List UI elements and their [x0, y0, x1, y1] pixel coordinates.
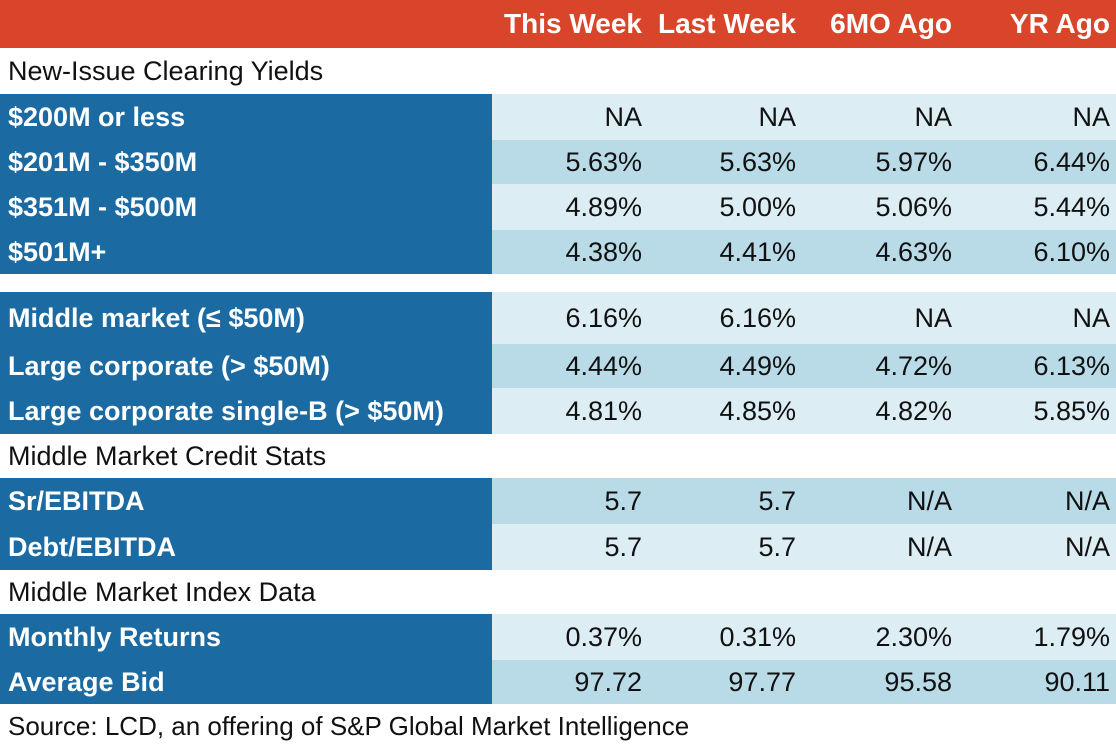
row-value-yr-ago: N/A — [1064, 531, 1110, 562]
row-value-last-week: 4.85% — [719, 395, 796, 426]
row-value-6mo-ago: 95.58 — [884, 666, 952, 697]
row-value-yr-ago: 1.79% — [1033, 621, 1110, 652]
row-value-last-week: 5.63% — [719, 146, 796, 177]
row-value-6mo-ago: N/A — [906, 485, 952, 516]
section-credit-stats: Middle Market Credit Stats — [0, 434, 1116, 478]
row-value-yr-ago: N/A — [1064, 485, 1110, 516]
row-value-6mo-ago: 4.72% — [875, 350, 952, 381]
table-row: Debt/EBITDA 5.7 5.7 N/A N/A — [0, 524, 1116, 570]
table-row: $201M - $350M 5.63% 5.63% 5.97% 6.44% — [0, 140, 1116, 184]
row-label: Average Bid — [0, 660, 492, 704]
table-row: $351M - $500M 4.89% 5.00% 5.06% 5.44% — [0, 184, 1116, 230]
row-value-last-week: NA — [758, 101, 796, 132]
row-value-last-week: 4.41% — [719, 236, 796, 267]
row-label: $200M or less — [0, 94, 492, 140]
row-label: Sr/EBITDA — [0, 478, 492, 524]
section-index-data: Middle Market Index Data — [0, 570, 1116, 614]
table-row: Average Bid 97.72 97.77 95.58 90.11 — [0, 660, 1116, 704]
row-value-6mo-ago: NA — [914, 302, 952, 333]
row-value-this-week: 5.7 — [604, 531, 642, 562]
row-value-last-week: 0.31% — [719, 621, 796, 652]
table-row: Large corporate single-B (> $50M) 4.81% … — [0, 388, 1116, 434]
row-value-this-week: 5.63% — [565, 146, 642, 177]
row-value-6mo-ago: N/A — [906, 531, 952, 562]
row-value-6mo-ago: 5.06% — [875, 191, 952, 222]
row-value-last-week: 5.00% — [719, 191, 796, 222]
row-label: Large corporate single-B (> $50M) — [0, 388, 492, 434]
row-label: $501M+ — [0, 230, 492, 274]
row-spacer — [0, 274, 1116, 292]
source-note: Source: LCD, an offering of S&P Global M… — [0, 704, 1116, 748]
row-value-yr-ago: 5.85% — [1033, 395, 1110, 426]
row-value-last-week: 97.77 — [728, 666, 796, 697]
header-row: This Week Last Week 6MO Ago YR Ago — [0, 0, 1116, 48]
row-value-yr-ago: 5.44% — [1033, 191, 1110, 222]
row-value-this-week: 0.37% — [565, 621, 642, 652]
row-value-6mo-ago: 2.30% — [875, 621, 952, 652]
row-value-6mo-ago: NA — [914, 101, 952, 132]
row-label: $201M - $350M — [0, 140, 492, 184]
row-value-this-week: 4.89% — [565, 191, 642, 222]
section-clearing-yields: New-Issue Clearing Yields — [0, 48, 1116, 94]
row-value-last-week: 5.7 — [758, 485, 796, 516]
header-this-week: This Week — [504, 8, 642, 39]
row-label: Debt/EBITDA — [0, 524, 492, 570]
table-row: $200M or less NA NA NA NA — [0, 94, 1116, 140]
row-value-yr-ago: NA — [1072, 101, 1110, 132]
row-value-yr-ago: 6.13% — [1033, 350, 1110, 381]
row-value-this-week: 5.7 — [604, 485, 642, 516]
row-value-this-week: 6.16% — [565, 302, 642, 333]
header-6mo-ago: 6MO Ago — [830, 8, 952, 39]
row-value-this-week: 4.81% — [565, 395, 642, 426]
row-label: Middle market (≤ $50M) — [0, 292, 492, 344]
table-row: Sr/EBITDA 5.7 5.7 N/A N/A — [0, 478, 1116, 524]
row-value-this-week: 97.72 — [574, 666, 642, 697]
row-value-yr-ago: 6.10% — [1033, 236, 1110, 267]
table-row: Large corporate (> $50M) 4.44% 4.49% 4.7… — [0, 344, 1116, 388]
row-value-6mo-ago: 4.63% — [875, 236, 952, 267]
row-label: Monthly Returns — [0, 614, 492, 660]
row-value-yr-ago: 90.11 — [1044, 666, 1110, 697]
header-blank — [0, 0, 492, 48]
row-value-this-week: 4.38% — [565, 236, 642, 267]
row-label: Large corporate (> $50M) — [0, 344, 492, 388]
row-value-this-week: NA — [604, 101, 642, 132]
table-row: $501M+ 4.38% 4.41% 4.63% 6.10% — [0, 230, 1116, 274]
row-value-last-week: 5.7 — [758, 531, 796, 562]
row-value-yr-ago: 6.44% — [1033, 146, 1110, 177]
table-row: Monthly Returns 0.37% 0.31% 2.30% 1.79% — [0, 614, 1116, 660]
row-value-this-week: 4.44% — [565, 350, 642, 381]
header-yr-ago: YR Ago — [1009, 8, 1110, 39]
row-value-6mo-ago: 5.97% — [875, 146, 952, 177]
table-row: Middle market (≤ $50M) 6.16% 6.16% NA NA — [0, 292, 1116, 344]
row-value-yr-ago: NA — [1072, 302, 1110, 333]
row-value-last-week: 6.16% — [719, 302, 796, 333]
row-value-6mo-ago: 4.82% — [875, 395, 952, 426]
row-value-last-week: 4.49% — [719, 350, 796, 381]
header-last-week: Last Week — [658, 8, 796, 39]
row-label: $351M - $500M — [0, 184, 492, 230]
